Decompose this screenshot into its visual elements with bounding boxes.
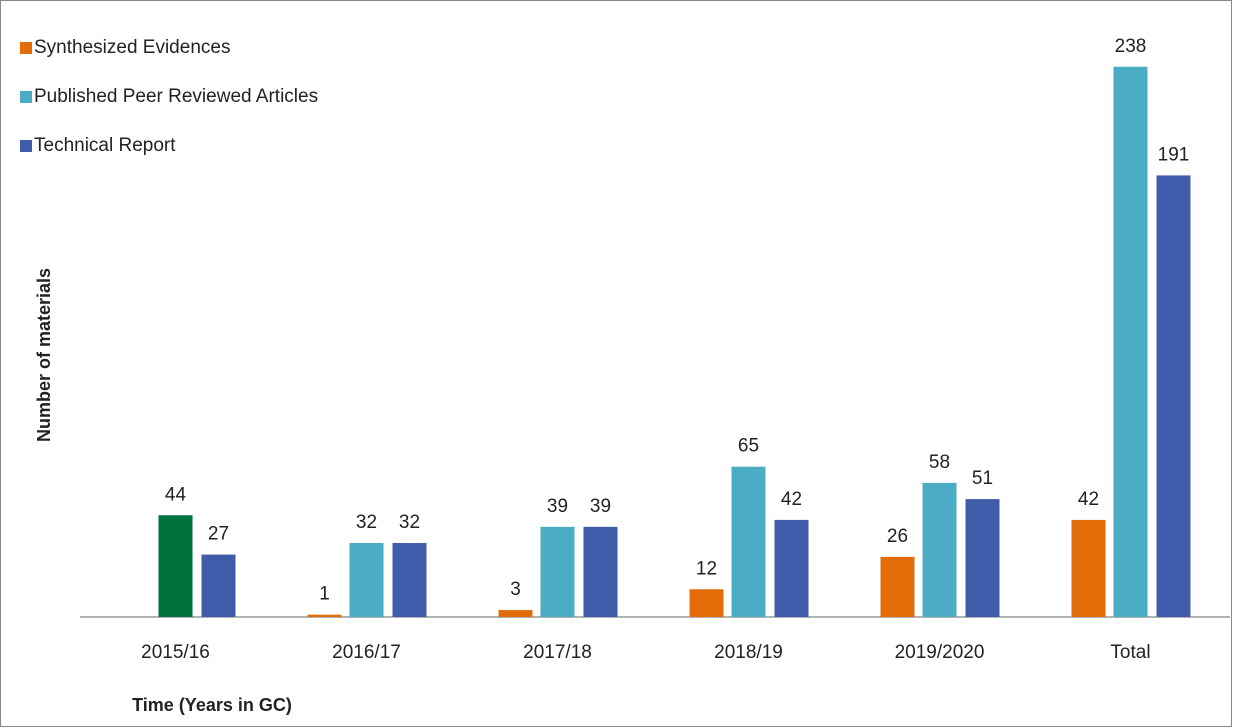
y-axis-title: Number of materials (34, 268, 54, 442)
legend-label: Published Peer Reviewed Articles (34, 86, 318, 107)
value-label: 3 (510, 579, 521, 600)
legend-label: Technical Report (34, 135, 176, 156)
x-axis-title: Time (Years in GC) (132, 695, 292, 715)
value-label: 42 (781, 489, 802, 510)
x-tick-label: 2019/2020 (895, 642, 985, 663)
value-label: 39 (590, 496, 611, 517)
bar (1071, 519, 1106, 617)
bar (158, 515, 193, 617)
bar (307, 614, 342, 617)
value-label: 44 (165, 484, 187, 505)
legend-swatch (20, 42, 32, 54)
bar (880, 556, 915, 617)
bar (731, 466, 766, 617)
bar (965, 499, 1000, 617)
bar (689, 589, 724, 617)
value-label: 58 (929, 452, 950, 473)
bar (392, 543, 427, 617)
bar (583, 526, 618, 617)
bar (774, 519, 809, 617)
bar (540, 526, 575, 617)
x-tick-label: 2016/17 (332, 642, 401, 663)
value-label: 191 (1158, 144, 1190, 165)
value-label: 12 (696, 558, 717, 579)
x-tick-label: 2018/19 (714, 642, 783, 663)
value-label: 32 (399, 512, 420, 533)
value-label: 42 (1078, 489, 1099, 510)
legend-swatch (20, 91, 32, 103)
value-label: 26 (887, 526, 908, 547)
value-label: 32 (356, 512, 377, 533)
bar (1113, 66, 1148, 617)
value-label: 51 (972, 468, 993, 489)
value-label: 39 (547, 496, 568, 517)
value-label: 1 (319, 584, 330, 605)
bar (1156, 175, 1191, 617)
legend-label: Synthesized Evidences (34, 37, 230, 58)
legend-swatch (20, 140, 32, 152)
bar (349, 543, 384, 617)
x-tick-label: Total (1110, 642, 1150, 663)
bar (498, 610, 533, 617)
x-tick-label: 2017/18 (523, 642, 592, 663)
value-label: 27 (208, 524, 229, 545)
bar (922, 482, 957, 617)
x-tick-label: 2015/16 (141, 642, 210, 663)
value-label: 65 (738, 436, 759, 457)
value-label: 238 (1115, 36, 1147, 57)
bar (201, 554, 236, 617)
